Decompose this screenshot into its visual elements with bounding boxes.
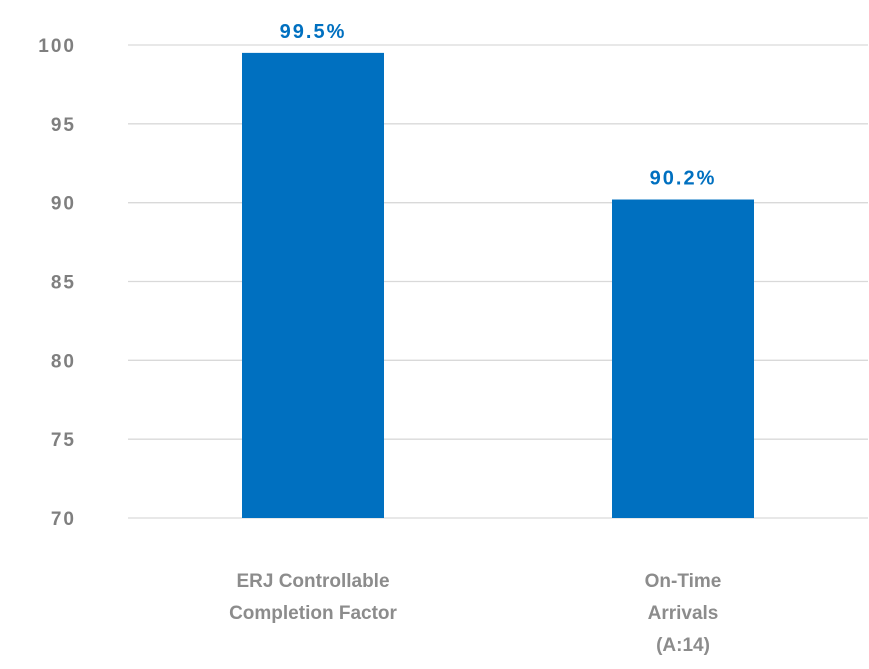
category-label: Arrivals	[648, 603, 719, 624]
bar	[612, 199, 754, 518]
category-label: (A:14)	[656, 635, 710, 656]
y-axis-tick-labels: 100 95 90 85 80 75 70	[38, 36, 76, 530]
category-label: ERJ Controllable	[236, 571, 389, 592]
y-tick-label: 90	[51, 194, 76, 215]
y-tick-label: 85	[51, 273, 76, 294]
data-label: 99.5%	[280, 21, 347, 43]
y-tick-label: 75	[51, 430, 76, 451]
category-labels: ERJ Controllable Completion Factor On-Time…	[229, 571, 721, 656]
data-label: 90.2%	[650, 168, 717, 190]
y-tick-label: 95	[51, 115, 76, 136]
data-labels: 99.5% 90.2%	[280, 21, 717, 190]
category-label: Completion Factor	[229, 603, 397, 624]
category-label: On-Time	[645, 571, 722, 592]
bars	[242, 52, 754, 519]
y-tick-label: 70	[51, 509, 76, 530]
y-tick-label: 80	[51, 351, 76, 372]
y-tick-label: 100	[38, 36, 76, 57]
gridlines	[128, 44, 868, 519]
bar	[242, 52, 384, 519]
